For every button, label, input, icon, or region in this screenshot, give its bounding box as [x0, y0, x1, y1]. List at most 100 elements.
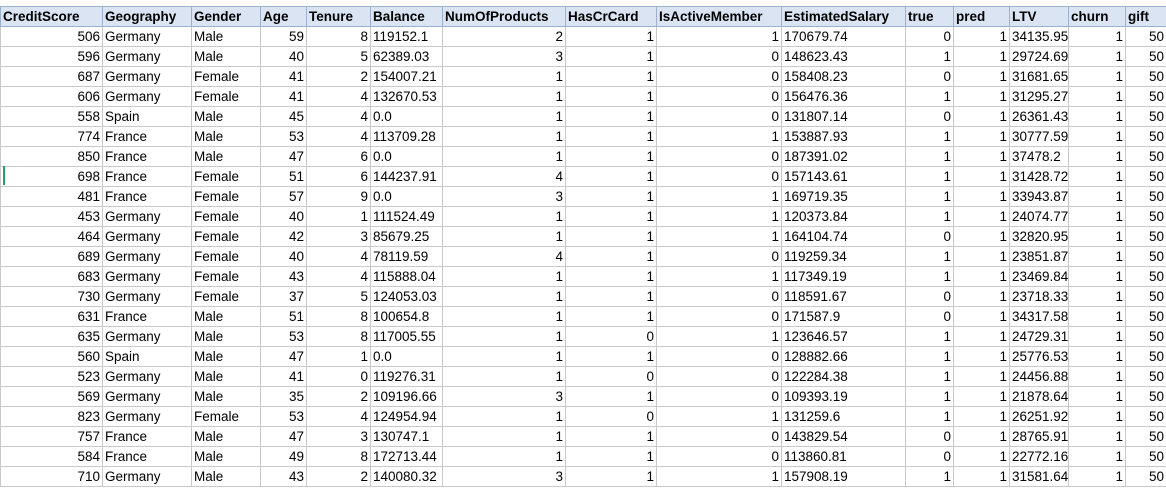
cell-churn[interactable]: 1: [1068, 186, 1126, 207]
cell-estimatedsalary[interactable]: 156476.36: [781, 86, 906, 107]
cell-balance[interactable]: 109196.66: [370, 386, 443, 407]
cell-pred[interactable]: 1: [953, 46, 1010, 67]
cell-gender[interactable]: Male: [191, 446, 261, 467]
column-header-ltv[interactable]: LTV: [1009, 6, 1069, 27]
cell-creditscore[interactable]: 584: [0, 446, 103, 467]
cell-true[interactable]: 0: [905, 26, 954, 47]
cell-numofproducts[interactable]: 1: [442, 426, 566, 447]
cell-hascrcard[interactable]: 1: [565, 46, 657, 67]
cell-age[interactable]: 59: [260, 26, 307, 47]
cell-numofproducts[interactable]: 3: [442, 466, 566, 487]
cell-isactivemember[interactable]: 1: [656, 206, 782, 227]
cell-age[interactable]: 47: [260, 346, 307, 367]
cell-gift[interactable]: 50: [1125, 266, 1166, 287]
cell-pred[interactable]: 1: [953, 126, 1010, 147]
cell-creditscore[interactable]: 606: [0, 86, 103, 107]
cell-gender[interactable]: Female: [191, 286, 261, 307]
cell-tenure[interactable]: 9: [306, 186, 371, 207]
cell-numofproducts[interactable]: 3: [442, 186, 566, 207]
cell-true[interactable]: 1: [905, 146, 954, 167]
cell-numofproducts[interactable]: 3: [442, 46, 566, 67]
cell-ltv[interactable]: 29724.69: [1009, 46, 1069, 67]
cell-creditscore[interactable]: 698: [0, 166, 103, 187]
cell-ltv[interactable]: 23851.87: [1009, 246, 1069, 267]
cell-churn[interactable]: 1: [1068, 126, 1126, 147]
cell-numofproducts[interactable]: 1: [442, 126, 566, 147]
cell-isactivemember[interactable]: 1: [656, 406, 782, 427]
cell-gender[interactable]: Male: [191, 326, 261, 347]
cell-numofproducts[interactable]: 1: [442, 446, 566, 467]
cell-isactivemember[interactable]: 1: [656, 266, 782, 287]
cell-estimatedsalary[interactable]: 158408.23: [781, 66, 906, 87]
cell-true[interactable]: 1: [905, 386, 954, 407]
cell-balance[interactable]: 132670.53: [370, 86, 443, 107]
cell-churn[interactable]: 1: [1068, 146, 1126, 167]
cell-isactivemember[interactable]: 0: [656, 366, 782, 387]
cell-gender[interactable]: Female: [191, 406, 261, 427]
cell-gift[interactable]: 50: [1125, 386, 1166, 407]
cell-true[interactable]: 1: [905, 86, 954, 107]
cell-estimatedsalary[interactable]: 119259.34: [781, 246, 906, 267]
cell-hascrcard[interactable]: 1: [565, 146, 657, 167]
cell-ltv[interactable]: 31681.65: [1009, 66, 1069, 87]
cell-isactivemember[interactable]: 0: [656, 426, 782, 447]
cell-creditscore[interactable]: 558: [0, 106, 103, 127]
cell-pred[interactable]: 1: [953, 226, 1010, 247]
cell-tenure[interactable]: 4: [306, 86, 371, 107]
cell-isactivemember[interactable]: 1: [656, 326, 782, 347]
cell-gift[interactable]: 50: [1125, 466, 1166, 487]
cell-tenure[interactable]: 8: [306, 326, 371, 347]
cell-churn[interactable]: 1: [1068, 346, 1126, 367]
cell-churn[interactable]: 1: [1068, 266, 1126, 287]
cell-age[interactable]: 53: [260, 326, 307, 347]
cell-churn[interactable]: 1: [1068, 446, 1126, 467]
cell-gender[interactable]: Female: [191, 246, 261, 267]
cell-pred[interactable]: 1: [953, 466, 1010, 487]
cell-true[interactable]: 1: [905, 406, 954, 427]
cell-hascrcard[interactable]: 1: [565, 246, 657, 267]
cell-age[interactable]: 40: [260, 46, 307, 67]
cell-estimatedsalary[interactable]: 131807.14: [781, 106, 906, 127]
column-header-estimatedsalary[interactable]: EstimatedSalary: [781, 6, 906, 27]
cell-numofproducts[interactable]: 1: [442, 106, 566, 127]
cell-gift[interactable]: 50: [1125, 286, 1166, 307]
cell-creditscore[interactable]: 631: [0, 306, 103, 327]
cell-geography[interactable]: Germany: [102, 206, 192, 227]
cell-estimatedsalary[interactable]: 157908.19: [781, 466, 906, 487]
cell-age[interactable]: 43: [260, 266, 307, 287]
cell-ltv[interactable]: 34135.95: [1009, 26, 1069, 47]
cell-true[interactable]: 1: [905, 326, 954, 347]
cell-tenure[interactable]: 3: [306, 426, 371, 447]
cell-age[interactable]: 43: [260, 466, 307, 487]
cell-gender[interactable]: Male: [191, 126, 261, 147]
cell-hascrcard[interactable]: 1: [565, 286, 657, 307]
cell-hascrcard[interactable]: 1: [565, 186, 657, 207]
cell-churn[interactable]: 1: [1068, 206, 1126, 227]
cell-gender[interactable]: Female: [191, 86, 261, 107]
cell-creditscore[interactable]: 453: [0, 206, 103, 227]
cell-gift[interactable]: 50: [1125, 26, 1166, 47]
cell-hascrcard[interactable]: 1: [565, 346, 657, 367]
cell-tenure[interactable]: 4: [306, 126, 371, 147]
cell-estimatedsalary[interactable]: 109393.19: [781, 386, 906, 407]
cell-numofproducts[interactable]: 1: [442, 326, 566, 347]
cell-geography[interactable]: Germany: [102, 246, 192, 267]
cell-churn[interactable]: 1: [1068, 106, 1126, 127]
cell-isactivemember[interactable]: 0: [656, 286, 782, 307]
cell-gender[interactable]: Female: [191, 226, 261, 247]
cell-isactivemember[interactable]: 1: [656, 126, 782, 147]
column-header-numofproducts[interactable]: NumOfProducts: [442, 6, 566, 27]
column-header-churn[interactable]: churn: [1068, 6, 1126, 27]
cell-churn[interactable]: 1: [1068, 166, 1126, 187]
cell-gender[interactable]: Male: [191, 146, 261, 167]
cell-tenure[interactable]: 8: [306, 446, 371, 467]
cell-hascrcard[interactable]: 0: [565, 326, 657, 347]
cell-geography[interactable]: France: [102, 306, 192, 327]
cell-gift[interactable]: 50: [1125, 186, 1166, 207]
cell-gift[interactable]: 50: [1125, 146, 1166, 167]
cell-creditscore[interactable]: 687: [0, 66, 103, 87]
cell-churn[interactable]: 1: [1068, 306, 1126, 327]
cell-pred[interactable]: 1: [953, 246, 1010, 267]
cell-gender[interactable]: Male: [191, 26, 261, 47]
cell-hascrcard[interactable]: 1: [565, 446, 657, 467]
